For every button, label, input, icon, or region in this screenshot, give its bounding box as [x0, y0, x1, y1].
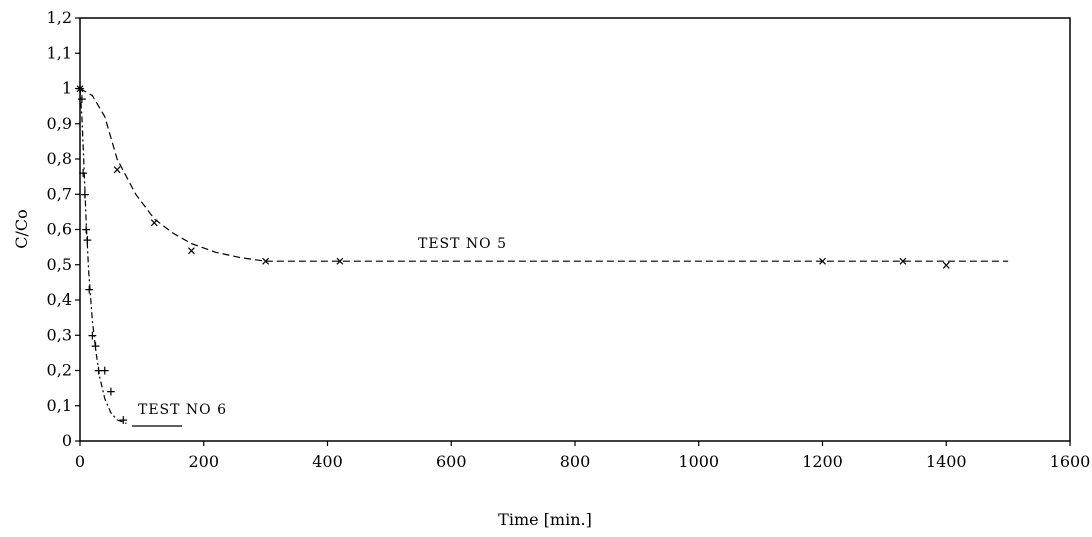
x-tick-label: 600	[436, 452, 467, 471]
series-line	[79, 87, 1009, 262]
data-point: +	[83, 231, 92, 249]
data-point: +	[94, 362, 103, 380]
series-label-text: TEST NO 6	[138, 402, 227, 418]
y-tick-label: 1,2	[47, 8, 72, 27]
y-axis-ticks: 0 0,1 0,2 0,3 0,4 0,5 0,6 0,7 0,8 0,9 1 1,1 1,2	[47, 8, 80, 450]
series-label-test-no-6: TEST NO 6	[132, 402, 227, 427]
x-tick-label: 1200	[802, 452, 843, 471]
x-tick-label: 1400	[926, 452, 967, 471]
x-tick-label: 800	[560, 452, 591, 471]
y-tick-label: 0,8	[47, 149, 72, 168]
y-tick-label: 0,3	[47, 325, 72, 344]
data-point: ×	[187, 242, 196, 260]
data-point: ×	[150, 213, 159, 231]
series-line	[79, 88, 127, 424]
y-axis-title: C/Co	[12, 209, 31, 249]
y-tick-label: 0,2	[47, 361, 72, 380]
data-point: +	[85, 280, 94, 298]
x-axis-title: Time [min.]	[498, 510, 592, 529]
data-point: ×	[818, 252, 827, 270]
data-point: ×	[335, 252, 344, 270]
y-tick-label: 0,4	[47, 290, 72, 309]
data-point: +	[88, 326, 97, 344]
y-tick-label: 0	[62, 431, 72, 450]
x-tick-label: 1600	[1050, 452, 1091, 471]
series-2: +++++++++++++	[75, 80, 127, 429]
data-point: +	[100, 362, 109, 380]
data-point: ×	[898, 252, 907, 270]
data-point: +	[79, 164, 88, 182]
y-tick-label: 0,5	[47, 255, 72, 274]
data-point: +	[77, 90, 86, 108]
data-point: +	[80, 185, 89, 203]
y-tick-label: 0,9	[47, 114, 72, 133]
data-point: +	[106, 383, 115, 401]
data-point: ×	[113, 161, 122, 179]
plot-area	[79, 17, 1071, 442]
y-tick-label: 1	[62, 79, 72, 98]
data-point: ×	[261, 252, 270, 270]
x-tick-label: 400	[312, 452, 343, 471]
y-tick-label: 0,6	[47, 220, 72, 239]
series-layer: ××××× × × × ×+++++++++++++	[75, 80, 1009, 429]
x-tick-label: 200	[188, 452, 219, 471]
series-label-text: TEST NO 5	[418, 236, 507, 252]
y-tick-label: 1,1	[47, 43, 72, 62]
y-tick-label: 0,1	[47, 396, 72, 415]
series-label-test-no-5: TEST NO 5	[418, 236, 507, 252]
x-axis-ticks: 0 200 400 600 800 1000 1200 1400 1600	[75, 441, 1090, 471]
data-point: +	[82, 221, 91, 239]
data-point: +	[119, 411, 128, 429]
series-1: ××××× × × × ×	[75, 80, 1009, 274]
data-point: +	[91, 337, 100, 355]
data-point: ×	[942, 256, 951, 274]
x-tick-label: 0	[75, 452, 85, 471]
data-point: +	[75, 80, 84, 98]
x-tick-label: 1000	[678, 452, 719, 471]
y-tick-label: 0,7	[47, 184, 72, 203]
